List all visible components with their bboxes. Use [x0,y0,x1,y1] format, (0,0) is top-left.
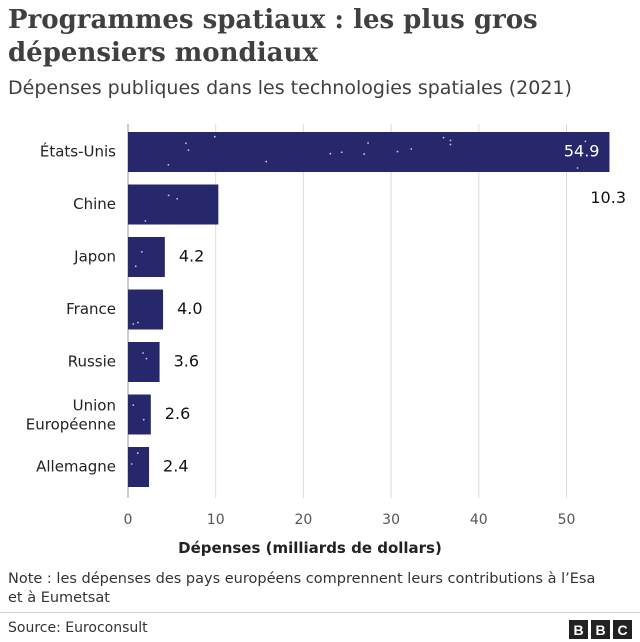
value-label: 10.3 [590,188,626,207]
bar-star [329,152,332,155]
chart-note: Note : les dépenses des pays européens c… [8,571,596,606]
bar-star [213,135,216,138]
bbc-logo-letter: C [613,620,632,639]
category-label: Japon [73,248,116,266]
bar [128,447,150,487]
bar-star [176,197,179,200]
bar-star [132,404,135,407]
x-tick-label: 50 [558,512,576,528]
bar [128,289,164,330]
bar-star [449,139,452,142]
bar-star [340,151,343,154]
bbc-logo-letter: B [569,620,588,639]
category-label: Union Européenne [26,397,116,434]
x-tick-label: 20 [294,512,312,528]
bar [128,237,165,277]
bar [128,132,610,172]
bar-star [367,142,369,144]
bar-star [144,220,147,222]
chart-title: Programmes spatiaux : les plus gros dépe… [8,5,538,68]
value-label: 3.6 [174,352,199,371]
value-label: 2.6 [165,404,190,423]
bar-star [137,321,139,324]
footer-divider [0,612,640,613]
category-label: France [66,300,116,318]
bar [128,342,160,382]
bar-star [576,167,579,169]
bar-star [167,194,170,197]
value-label: 2.4 [163,457,188,476]
bar-star [185,142,187,145]
bar-star [136,452,139,454]
bbc-logo-letter: B [591,620,610,639]
bar-star [265,160,268,163]
value-label: 54.9 [564,142,600,161]
category-label: Chine [73,195,116,213]
bar-star [142,418,145,421]
bar [128,184,219,225]
source-credit: Source: Euroconsult [8,620,148,636]
x-tick-label: 0 [124,512,133,528]
bar-star [140,251,143,253]
bbc-logo: B B C [569,620,632,639]
x-tick-label: 10 [207,512,225,528]
category-label: Russie [68,353,116,371]
bar-chart: États-Unis 54.9 Chine 10.3 Japon 4.2 France 4.0… [26,124,626,557]
x-tick-label: 30 [382,512,400,528]
category-label: Allemagne [36,458,116,476]
x-axis-title: Dépenses (milliards de dollars) [178,539,442,557]
bar [128,394,151,435]
value-label: 4.0 [177,299,202,318]
bar-star [410,148,413,150]
bar-star [130,463,133,465]
bar-star [363,153,366,155]
bar-star [584,140,587,143]
chart-subtitle: Dépenses publiques dans les technologies… [8,77,572,99]
category-label: États-Unis [40,142,116,161]
bar-star [142,352,144,354]
bar-star [145,357,148,360]
value-label: 4.2 [179,247,204,266]
bar-star [442,136,445,139]
bar-star [187,149,190,152]
x-tick-label: 40 [470,512,488,528]
bar-star [132,323,135,325]
bar-star [396,150,399,153]
bar-star [167,163,170,166]
bar-star [449,143,452,146]
bar-star [134,265,137,268]
